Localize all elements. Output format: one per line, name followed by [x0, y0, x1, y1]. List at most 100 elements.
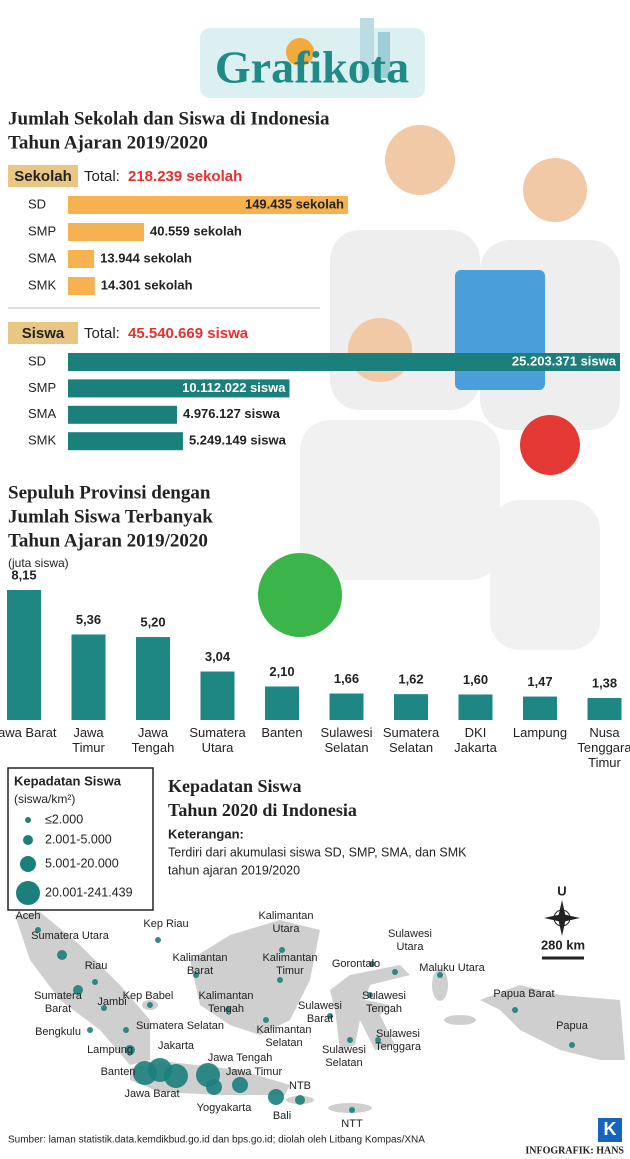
total-value: 218.239 sekolah: [128, 168, 242, 185]
bar: [265, 686, 299, 720]
value-label: 1,38: [592, 675, 617, 690]
map-bubble: [375, 1037, 381, 1043]
place-label: Sulawesi Barat: [297, 1000, 343, 1025]
bar: [394, 694, 428, 720]
island: [432, 969, 448, 1001]
value-label: 4.976.127 siswa: [183, 406, 281, 421]
map-bubble: [367, 992, 373, 998]
category-label: Sulawesi Selatan: [320, 725, 373, 755]
place-label: Sulawesi Tenggara: [375, 1028, 421, 1053]
place-label: Jawa Barat: [124, 1088, 180, 1100]
bar: [136, 637, 170, 720]
legend-label: 2.001-5.000: [45, 832, 112, 846]
place-label: Yogyakarta: [196, 1102, 252, 1114]
map-bubble: [569, 1042, 575, 1048]
value-label: 10.112.022 siswa: [182, 380, 286, 395]
category-label: Nusa Tenggara Timur: [577, 725, 630, 770]
bar: [587, 697, 622, 720]
section-title: Tahun Ajaran 2019/2020: [8, 132, 208, 153]
series-label: Sekolah: [14, 168, 72, 185]
place-label: Papua Barat: [493, 988, 555, 1000]
legend-label: 5.001-20.000: [45, 856, 119, 870]
bar: [523, 696, 557, 720]
category-label: SMK: [28, 277, 57, 292]
category-label: SMP: [28, 380, 56, 395]
map-bubble: [268, 1089, 284, 1105]
map-title: Tahun 2020 di Indonesia: [168, 800, 357, 820]
category-label: Sumatera Selatan: [382, 725, 440, 755]
value-label: 8,15: [11, 567, 36, 582]
place-label: Maluku Utara: [419, 962, 485, 974]
place-label: Sulawesi Selatan: [321, 1044, 367, 1069]
chart-subtitle: (juta siswa): [8, 556, 69, 570]
map-bubble: [437, 972, 443, 978]
category-label: SMK: [28, 433, 57, 448]
category-label: Lampung: [512, 725, 568, 740]
legend-bubble: [20, 856, 36, 872]
legend-label: ≤2.000: [45, 812, 83, 826]
map-bubble: [155, 937, 161, 943]
bar: [7, 590, 41, 720]
bar: [68, 432, 183, 451]
map-bubble: [279, 947, 285, 953]
category-label: DKI Jakarta: [454, 725, 497, 755]
section-title: Jumlah Sekolah dan Siswa di Indonesia: [8, 108, 330, 129]
place-label: Jambi: [97, 996, 127, 1008]
series-tag: [8, 165, 78, 187]
map-bubble: [206, 1079, 222, 1095]
value-label: 14.301 sekolah: [101, 277, 193, 292]
place-label: Sulawesi Tengah: [361, 990, 407, 1015]
note-text: Terdiri dari akumulasi siswa SD, SMP, SM…: [168, 845, 467, 859]
legend-bubble: [23, 835, 33, 845]
bar: [71, 634, 106, 720]
place-label: Riau: [84, 960, 108, 972]
category-label: Jawa Barat: [0, 725, 57, 740]
illustration: [490, 500, 600, 650]
place-label: Aceh: [15, 910, 41, 922]
map-bubble: [277, 977, 283, 983]
place-label: Sulawesi Utara: [387, 928, 433, 953]
logo: Grafikota: [215, 42, 409, 93]
map-bubble: [92, 979, 98, 985]
illustration: [300, 420, 500, 580]
place-label: Banten: [100, 1066, 136, 1078]
bar: [68, 405, 177, 424]
legend-label: 20.001-241.439: [45, 885, 133, 899]
island: [330, 965, 410, 1050]
category-label: SD: [28, 353, 46, 368]
logo-building: [360, 18, 374, 78]
chart-title: Sepuluh Provinsi dengan: [8, 482, 211, 503]
place-label: Kalimantan Barat: [172, 952, 228, 977]
illustration: [348, 318, 412, 382]
category-label: Jawa Timur: [72, 725, 105, 755]
map-title: Kepadatan Siswa: [168, 776, 302, 796]
illustration-virus: [258, 553, 342, 637]
place-label: Kalimantan Utara: [258, 910, 314, 935]
compass-star: [544, 900, 580, 936]
compass: [544, 900, 580, 936]
logo-sun: [286, 38, 314, 66]
north-label: U: [557, 883, 566, 898]
map-bubble: [73, 985, 83, 995]
map-bubble: [87, 1027, 93, 1033]
total-prefix: Total:: [84, 325, 120, 342]
place-label: Kalimantan Timur: [262, 952, 318, 977]
map-bubble: [369, 961, 375, 967]
category-label: Jawa Tengah: [131, 725, 175, 755]
value-label: 3,04: [205, 649, 231, 664]
value-label: 5,36: [76, 612, 101, 627]
bar: [68, 196, 348, 214]
place-label: NTB: [289, 1080, 311, 1092]
place-label: Sumatera Barat: [34, 990, 82, 1015]
bar: [68, 277, 95, 295]
map-bubble: [35, 927, 41, 933]
bar: [68, 223, 144, 241]
map-bubble: [123, 1027, 129, 1033]
publisher: K: [604, 1119, 617, 1139]
place-label: Kalimantan Selatan: [256, 1024, 312, 1049]
map-bubble: [295, 1095, 305, 1105]
chart-title: Jumlah Siswa Terbanyak: [8, 506, 213, 527]
map-bubble: [512, 1007, 518, 1013]
